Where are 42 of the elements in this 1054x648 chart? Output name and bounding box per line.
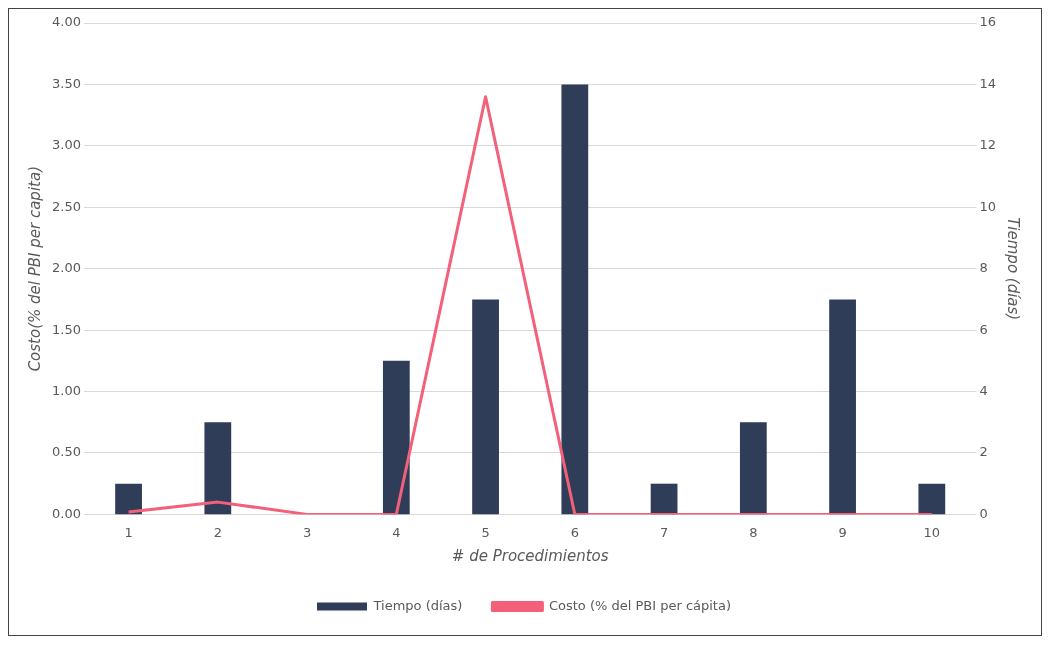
y2-tick-label: 8 — [979, 260, 988, 276]
bar — [204, 422, 232, 515]
y-tick-label: 4.00 — [51, 14, 81, 30]
bar — [650, 483, 678, 515]
y-tick-label: 1.00 — [51, 382, 81, 398]
x-tick-label: 5 — [481, 524, 490, 540]
y-tick-label: 0.00 — [51, 505, 81, 521]
y-tick-label: 1.50 — [51, 321, 81, 337]
x-tick-label: 6 — [570, 524, 579, 540]
y2-tick-label: 6 — [979, 321, 988, 337]
legend-label: Tiempo (días) — [372, 597, 463, 613]
x-tick-label: 8 — [749, 524, 758, 540]
bar — [739, 422, 767, 515]
y-tick-label: 2.00 — [51, 260, 81, 276]
y-tick-label: 3.50 — [51, 75, 81, 91]
bar — [918, 483, 946, 515]
legend-label: Costo (% del PBI per cápita) — [548, 597, 732, 613]
x-tick-label: 1 — [124, 524, 133, 540]
bar — [382, 360, 410, 515]
y2-tick-label: 10 — [979, 198, 996, 214]
y2-axis-title: Tiempo (días) — [1004, 217, 1023, 321]
bar — [561, 84, 589, 515]
x-tick-label: 9 — [838, 524, 847, 540]
y-tick-label: 3.00 — [51, 137, 81, 153]
y2-tick-label: 12 — [979, 137, 996, 153]
y-tick-label: 0.50 — [51, 444, 81, 460]
bar — [472, 299, 499, 515]
y2-tick-label: 0 — [979, 505, 988, 521]
y2-tick-label: 2 — [979, 444, 988, 460]
y-axis-title: Costo(% del PBI per capita) — [25, 166, 44, 372]
y2-tick-label: 14 — [979, 75, 996, 91]
x-tick-label: 4 — [392, 524, 401, 540]
bar — [829, 299, 856, 515]
y2-tick-label: 16 — [979, 14, 996, 30]
y2-tick-label: 4 — [979, 382, 988, 398]
x-tick-label: 2 — [213, 524, 222, 540]
x-axis-title: # de Procedimientos — [451, 546, 609, 565]
y-tick-label: 2.50 — [51, 198, 81, 214]
x-tick-label: 7 — [659, 524, 669, 540]
x-tick-label: 3 — [302, 524, 312, 540]
x-tick-label: 10 — [923, 524, 941, 540]
bar — [115, 483, 142, 515]
